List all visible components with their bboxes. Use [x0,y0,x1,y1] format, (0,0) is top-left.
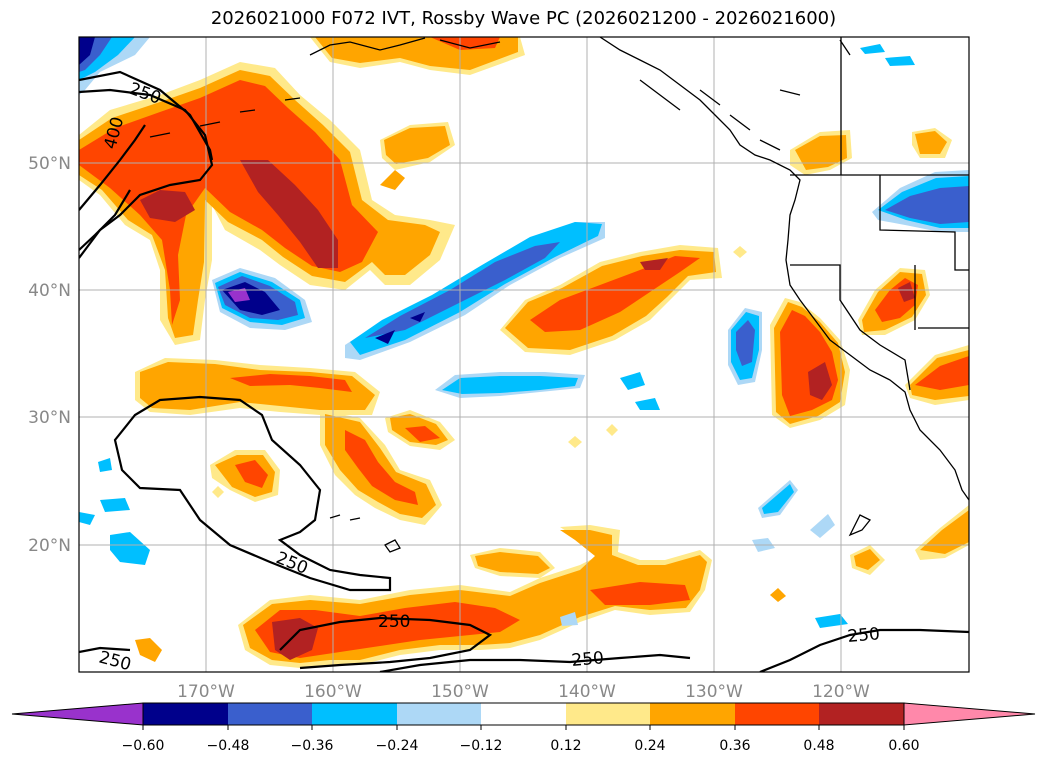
lat-axis-labels: 50°N 40°N 30°N 20°N [28,154,71,556]
lon-label: 140°W [558,682,616,702]
positive-anomaly-27n-160w [320,410,442,525]
colorbar-tick-label: 0.48 [803,738,834,754]
colorbar-min-extend [11,702,144,726]
negative-anomaly-small-2 [635,398,660,410]
contour-label: 250 [847,624,881,647]
negative-anomaly-west-edge [110,532,150,565]
lat-label: 50°N [28,154,71,174]
negative-anomaly-32n-145w [435,372,585,398]
colorbar-tick-label: −0.24 [376,738,419,754]
colorbar-bin [735,703,819,725]
colorbar-tick-label: 0.12 [550,738,581,754]
lon-label: 130°W [685,682,743,702]
positive-anomaly-32n-band [135,358,380,415]
contour-label: 250 [378,612,410,632]
contour-label: 250 [571,648,605,671]
colorbar-tick-label: 0.24 [634,738,665,754]
colorbar-bin [481,703,566,725]
colorbar-bin [312,703,397,725]
lon-axis-labels: 170°W 160°W 150°W 140°W 130°W 120°W [177,682,870,702]
colorbar-tick-label: −0.12 [460,738,503,754]
negative-anomaly-northern-rockies [872,170,969,232]
colorbar-bin [397,703,481,725]
colorbar-tick-label: −0.48 [207,738,250,754]
colorbar-tick-label: −0.36 [291,738,334,754]
lon-label: 150°W [431,682,489,702]
map-frame [78,36,970,673]
ivt-field: 250 400 250 250 250 250 250 [79,37,969,672]
ivt-contours [79,70,969,672]
colorbar-tick-label: 0.36 [719,738,750,754]
positive-anomaly-25n-165w [210,450,280,502]
colorbar-bin [228,703,312,725]
positive-anomaly-alaska-coast [310,37,525,75]
colorbar: −0.60 −0.48 −0.36 −0.24 −0.12 0.12 0.24 … [11,702,1036,754]
colorbar-tick-label: 0.60 [888,738,919,754]
coastlines [149,37,969,553]
lat-label: 40°N [28,281,71,301]
positive-anomaly-gulf-alaska [79,62,455,345]
colorbar-max-extend [903,702,1036,726]
graticule [79,37,969,672]
lat-label: 30°N [28,408,71,428]
colorbar-bin [819,703,904,725]
colorbar-bin [143,703,228,725]
lon-label: 170°W [177,682,235,702]
colorbar-tick-label: −0.60 [122,738,165,754]
map-title: 2026021000 F072 IVT, Rossby Wave PC (202… [210,8,837,29]
negative-anomaly-40n-165w [212,268,312,330]
lat-label: 20°N [28,536,71,556]
lon-label: 160°W [304,682,362,702]
negative-anomaly-35n-128w [728,308,762,385]
negative-anomaly-small-1 [620,372,645,390]
colorbar-bin [566,703,650,725]
positive-anomaly-southern-band [238,525,712,668]
positive-anomaly-california-coast [770,298,850,428]
colorbar-bin [650,703,735,725]
positive-anomaly-central-band [500,245,722,355]
lon-label: 120°W [812,682,870,702]
